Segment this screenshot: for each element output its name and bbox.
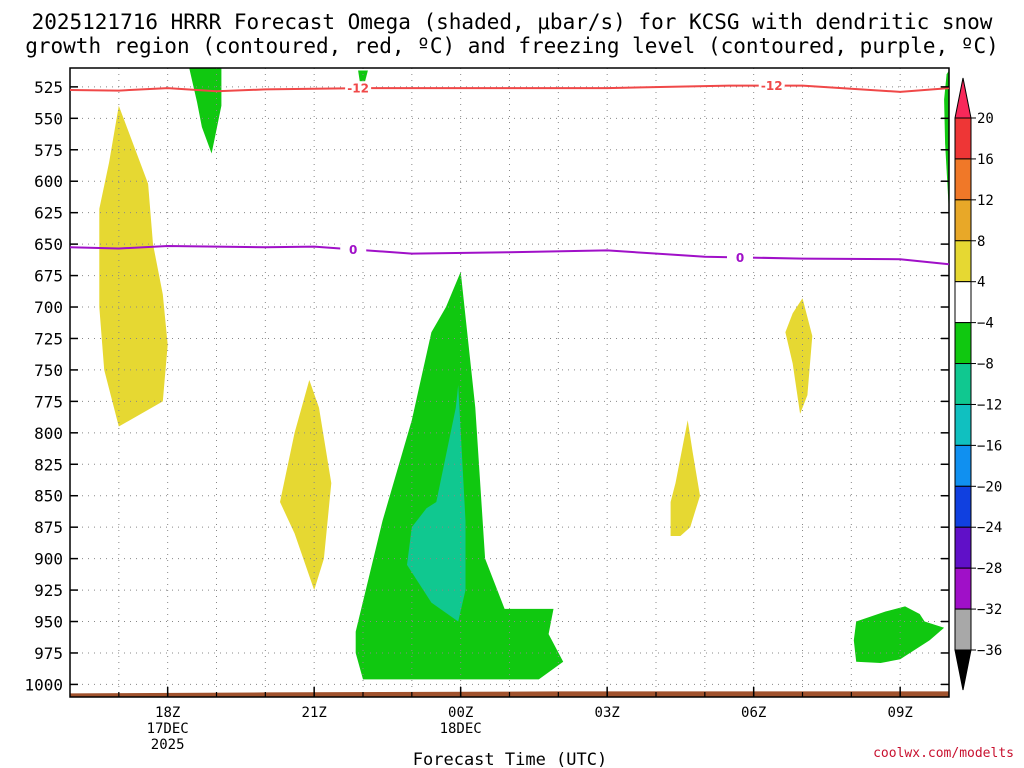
- y-tick-label: 850: [34, 487, 63, 506]
- colorbar-label: −24: [977, 520, 1002, 536]
- colorbar-label: 20: [977, 111, 994, 127]
- colorbar: 20 16 12 8 4 −4 −8 −12 −16 −20 −24 −28 −32 −36: [954, 77, 1002, 691]
- y-tick-label: 525: [34, 78, 63, 97]
- y-tick-label: 900: [34, 550, 63, 569]
- y-tick-label: 775: [34, 392, 63, 411]
- omega-area-yellow-07z: [785, 298, 813, 414]
- omega-area-green-09z: [853, 606, 945, 663]
- y-tick-label: 575: [34, 141, 63, 160]
- colorbar-label: −12: [977, 397, 1002, 413]
- x-tick-label: 18Z: [155, 705, 180, 721]
- colorbar-segment: [954, 363, 972, 405]
- x-tick-label: 17DEC: [147, 721, 189, 737]
- colorbar-label: −20: [977, 479, 1002, 495]
- contour-line--12: [69, 84, 950, 93]
- colorbar-segment: [954, 199, 972, 242]
- y-tick-label: 600: [34, 172, 63, 191]
- x-tick-label: 06Z: [741, 705, 766, 721]
- colorbar-label: −36: [977, 643, 1002, 659]
- y-tick-label: 975: [34, 644, 63, 663]
- y-tick-label: 825: [34, 455, 63, 474]
- omega-area-teal-00z: [407, 385, 466, 622]
- chart-title-line1: 2025121716 HRRR Forecast Omega (shaded, …: [32, 10, 993, 34]
- y-tick-label: 800: [34, 424, 63, 443]
- omega-area-yellow-21z: [280, 380, 332, 591]
- y-tick-label: 925: [34, 581, 63, 600]
- x-tick-label: 2025: [151, 737, 185, 753]
- contour-label-bg: [345, 81, 372, 96]
- y-tick-label: 950: [34, 613, 63, 632]
- y-tick-label: 675: [34, 267, 63, 286]
- contour-label: -12: [347, 82, 369, 96]
- colorbar-label: 8: [977, 234, 985, 250]
- colorbar-label: 16: [977, 152, 994, 168]
- y-tick-label: 875: [34, 518, 63, 537]
- omega-area-snow-growth-upper: [99, 105, 168, 427]
- contour-label: 0: [349, 243, 357, 257]
- x-axis-label: Forecast Time (UTC): [413, 750, 607, 768]
- x-tick-label: 03Z: [595, 705, 620, 721]
- colorbar-segment: [954, 158, 972, 201]
- y-tick-label: 700: [34, 298, 63, 317]
- y-tick-label: 650: [34, 235, 63, 254]
- y-axis: 525 550 575 600 625 650 675 700 725 750 775 800 825 8…: [24, 78, 949, 694]
- colorbar-bottom-triangle: [954, 649, 972, 691]
- x-tick-label: 09Z: [888, 705, 913, 721]
- contour-line-0: [69, 244, 950, 266]
- colorbar-segment: [954, 526, 972, 569]
- x-tick-label: 18DEC: [440, 721, 482, 737]
- y-tick-label: 725: [34, 329, 63, 348]
- y-tick-label: 1000: [24, 675, 63, 694]
- plot-area: [69, 67, 950, 698]
- contour-overlay: -12 -12 0 0: [69, 78, 950, 266]
- colorbar-label: −16: [977, 438, 1002, 454]
- colorbar-segment: [954, 322, 972, 365]
- colorbar-label: 4: [977, 275, 985, 291]
- grid: [70, 68, 949, 697]
- colorbar-top-triangle: [954, 77, 972, 119]
- contour-label-bg: [758, 78, 785, 93]
- omega-area-yellow-05z: [670, 420, 700, 536]
- colorbar-segment: [954, 403, 972, 446]
- colorbar-segment: [954, 240, 972, 283]
- y-tick-label: 750: [34, 361, 63, 380]
- colorbar-label: −32: [977, 602, 1002, 618]
- omega-area-green-right-edge: [944, 70, 949, 213]
- colorbar-label: −8: [977, 357, 994, 373]
- contour-label-bg: [726, 250, 753, 265]
- colorbar-label: −4: [977, 316, 994, 332]
- y-tick-label: 625: [34, 204, 63, 223]
- contour-label: -12: [761, 79, 783, 93]
- plot-clip-group: [70, 68, 949, 697]
- x-tick-label: 00Z: [448, 705, 473, 721]
- colorbar-label: −28: [977, 561, 1002, 577]
- colorbar-segment: [954, 608, 972, 651]
- contour-label-bg: [340, 242, 367, 257]
- y-tick-label: 550: [34, 109, 63, 128]
- x-tick-label: 21Z: [302, 705, 327, 721]
- credit-text: coolwx.com/modelts: [873, 746, 1014, 761]
- contour-label: 0: [736, 251, 744, 265]
- omega-area-green-top-1: [189, 68, 222, 154]
- colorbar-segment: [954, 117, 972, 160]
- colorbar-segment: [954, 444, 972, 487]
- colorbar-label: 12: [977, 193, 994, 209]
- colorbar-segment: [954, 567, 972, 610]
- colorbar-segment: [954, 485, 972, 528]
- colorbar-segment: [954, 281, 972, 324]
- chart-title-line2: growth region (contoured, red, ºC) and f…: [25, 34, 999, 58]
